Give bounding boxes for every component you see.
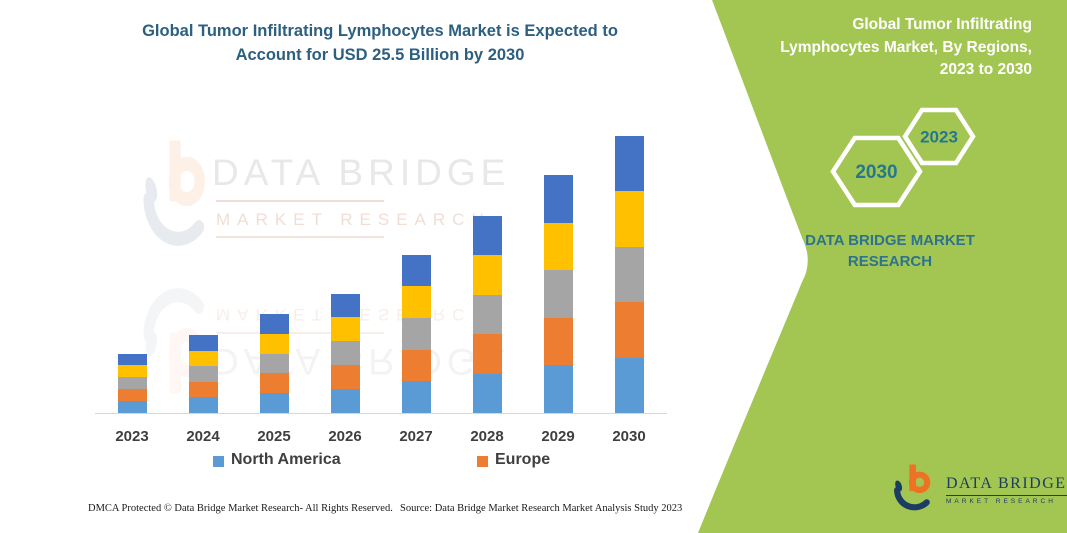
bar-segment-#4472C4 bbox=[259, 314, 289, 334]
hexagon-2030 bbox=[830, 135, 923, 208]
bar-segment-#4472C4 bbox=[614, 136, 644, 192]
stacked-bar-2026 bbox=[330, 293, 360, 413]
bar-segment-#4472C4 bbox=[117, 353, 147, 366]
plot-area bbox=[95, 136, 665, 413]
logo-sub-text: MARKET RESEARCH bbox=[946, 498, 1056, 505]
logo-wordmark: DATA BRIDGE MARKET RESEARCH bbox=[946, 475, 1067, 505]
chart-legend: North America Europe bbox=[0, 451, 700, 475]
footer-dmca-text: DMCA Protected © Data Bridge Market Rese… bbox=[88, 503, 393, 514]
year-hexagons: 2030 2023 bbox=[830, 107, 976, 208]
watermark-divider bbox=[216, 200, 384, 202]
right-title-line1: Global Tumor Infiltrating bbox=[852, 16, 1032, 33]
stacked-bar-2023 bbox=[117, 353, 147, 413]
right-panel-title: Global Tumor Infiltrating Lymphocytes Ma… bbox=[740, 14, 1032, 82]
legend-swatch-europe-icon bbox=[477, 455, 488, 467]
bar-segment-#4472C4 bbox=[401, 254, 431, 287]
hexagon-2030-label: 2030 bbox=[855, 162, 897, 183]
bar-segment-north-america bbox=[188, 397, 218, 413]
legend-swatch-north-america-icon bbox=[213, 455, 224, 467]
data-bridge-logo-watermark-icon bbox=[143, 140, 205, 246]
brand-text-line1: DATA BRIDGE MARKET bbox=[805, 232, 975, 249]
bar-segment-#FFC000 bbox=[543, 222, 573, 271]
bar-segment-north-america bbox=[259, 393, 289, 413]
logo-brand-text: DATA BRIDGE bbox=[946, 475, 1067, 496]
watermark: DATA BRIDGE MARKET RESEARCH bbox=[140, 138, 505, 268]
stacked-bar-2028 bbox=[472, 215, 502, 413]
legend-item-north-america: North America bbox=[213, 451, 341, 469]
bar-segment-europe bbox=[188, 381, 218, 398]
bar-segment-europe bbox=[472, 334, 502, 374]
page-title: Global Tumor Infiltrating Lymphocytes Ma… bbox=[55, 19, 705, 67]
bar-segment-#A5A5A5 bbox=[543, 270, 573, 318]
x-tick-label-2026: 2026 bbox=[328, 428, 362, 445]
bar-segment-#A5A5A5 bbox=[401, 317, 431, 350]
x-tick-label-2023: 2023 bbox=[115, 428, 149, 445]
bar-segment-europe bbox=[330, 365, 360, 390]
page-title-line1: Global Tumor Infiltrating Lymphocytes Ma… bbox=[142, 22, 618, 40]
bar-segment-europe bbox=[614, 302, 644, 358]
bar-segment-#FFC000 bbox=[188, 350, 218, 367]
bar-segment-north-america bbox=[117, 401, 147, 413]
bar-segment-#4472C4 bbox=[188, 335, 218, 351]
brand-text-line2: RESEARCH bbox=[847, 253, 933, 270]
x-tick-label-2030: 2030 bbox=[612, 428, 646, 445]
right-title-line3: 2023 to 2030 bbox=[939, 61, 1032, 78]
bar-segment-#FFC000 bbox=[330, 317, 360, 342]
x-axis-labels: 2023 2024 2025 2026 2027 2028 2029 2030 bbox=[95, 428, 665, 450]
bar-segment-north-america bbox=[614, 357, 644, 413]
bar-segment-#A5A5A5 bbox=[188, 366, 218, 382]
bar-segment-#A5A5A5 bbox=[259, 353, 289, 374]
page-title-line2: Account for USD 25.5 Billion by 2030 bbox=[235, 46, 525, 64]
bar-segment-#A5A5A5 bbox=[614, 246, 644, 303]
bar-segment-#A5A5A5 bbox=[330, 341, 360, 366]
bar-segment-europe bbox=[401, 349, 431, 382]
watermark-divider bbox=[216, 236, 384, 238]
legend-label-north-america: North America bbox=[231, 451, 341, 468]
bar-segment-#FFC000 bbox=[401, 286, 431, 318]
bar-segment-#A5A5A5 bbox=[472, 294, 502, 334]
bar-segment-#A5A5A5 bbox=[117, 377, 147, 390]
bar-segment-#FFC000 bbox=[117, 365, 147, 378]
right-title-line2: Lymphocytes Market, By Regions, bbox=[780, 38, 1032, 56]
chart: DATA BRIDGE MARKET RESEARCH DATA BRIDGE … bbox=[0, 136, 700, 475]
bar-segment-#4472C4 bbox=[472, 215, 502, 255]
data-bridge-logo-icon bbox=[894, 464, 931, 511]
bar-segment-#FFC000 bbox=[259, 333, 289, 354]
hexagon-2023 bbox=[902, 107, 976, 166]
bar-segment-#FFC000 bbox=[472, 255, 502, 295]
x-tick-label-2024: 2024 bbox=[186, 428, 220, 445]
bar-segment-europe bbox=[543, 317, 573, 366]
legend-item-europe: Europe bbox=[477, 451, 550, 469]
stacked-bar-2027 bbox=[401, 254, 431, 413]
stacked-bar-2025 bbox=[259, 314, 289, 413]
green-panel-shape bbox=[698, 0, 1067, 533]
x-axis-line bbox=[95, 413, 667, 414]
footer-source-text: Source: Data Bridge Market Research Mark… bbox=[400, 503, 683, 514]
bar-segment-europe bbox=[259, 373, 289, 394]
bar-segment-#FFC000 bbox=[614, 191, 644, 247]
legend-label-europe: Europe bbox=[495, 451, 551, 468]
watermark-sub-text: MARKET RESEARCH bbox=[216, 210, 491, 229]
stacked-bar-2024 bbox=[188, 335, 218, 413]
bar-segment-europe bbox=[117, 389, 147, 402]
stacked-bar-2029 bbox=[543, 175, 573, 413]
stacked-bar-2030 bbox=[614, 136, 644, 413]
bar-segment-north-america bbox=[472, 373, 502, 413]
bar-segment-#4472C4 bbox=[543, 175, 573, 223]
bar-segment-north-america bbox=[543, 365, 573, 413]
x-tick-label-2029: 2029 bbox=[541, 428, 575, 445]
hexagon-2023-label: 2023 bbox=[920, 128, 958, 147]
x-tick-label-2028: 2028 bbox=[470, 428, 504, 445]
watermark-brand-text: DATA BRIDGE bbox=[212, 152, 511, 193]
data-bridge-brand-text: DATA BRIDGE MARKET RESEARCH bbox=[765, 230, 1015, 272]
bar-segment-north-america bbox=[330, 389, 360, 413]
x-tick-label-2027: 2027 bbox=[399, 428, 433, 445]
bar-segment-#4472C4 bbox=[330, 293, 360, 318]
bar-segment-north-america bbox=[401, 381, 431, 413]
x-tick-label-2025: 2025 bbox=[257, 428, 291, 445]
data-bridge-logo: DATA BRIDGE MARKET RESEARCH bbox=[892, 462, 1067, 518]
